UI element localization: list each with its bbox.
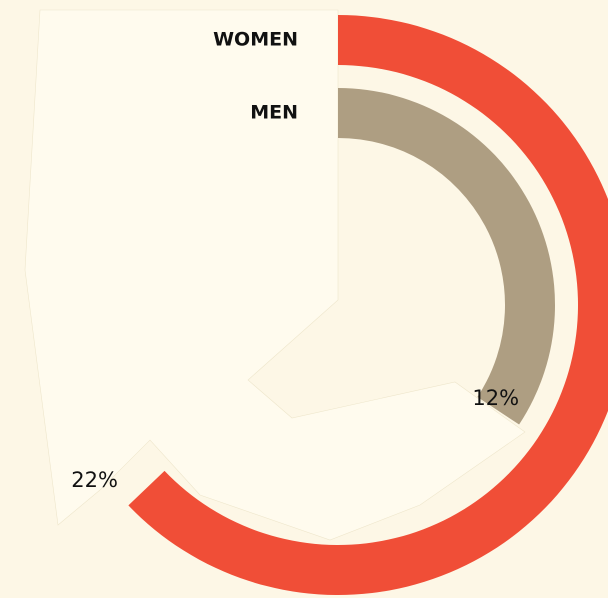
backdrop-shape — [24, 9, 526, 541]
value-label: 22% — [71, 468, 118, 492]
value-label: 12% — [472, 386, 519, 410]
category-label: WOMEN — [213, 29, 298, 51]
arc-bar — [128, 15, 608, 595]
category-label: MEN — [250, 102, 298, 124]
arc-bar — [338, 88, 556, 425]
